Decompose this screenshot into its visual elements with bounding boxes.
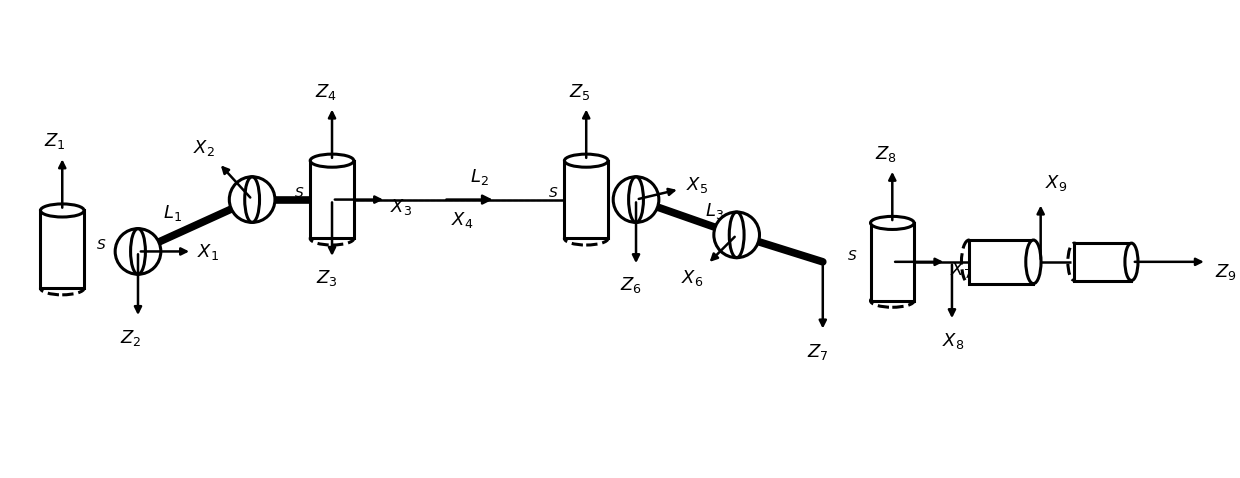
Circle shape bbox=[614, 177, 658, 222]
Ellipse shape bbox=[1025, 240, 1042, 283]
Text: $Z_8$: $Z_8$ bbox=[875, 144, 897, 164]
Text: $X_1$: $X_1$ bbox=[197, 242, 219, 262]
Text: $Z_4$: $Z_4$ bbox=[315, 82, 337, 101]
Text: $X_2$: $X_2$ bbox=[193, 138, 215, 158]
Text: $X_5$: $X_5$ bbox=[686, 175, 708, 195]
Bar bbox=[310, 161, 353, 239]
Bar bbox=[41, 210, 84, 288]
Text: $Z_7$: $Z_7$ bbox=[807, 342, 828, 362]
Bar bbox=[970, 240, 1033, 283]
Bar bbox=[564, 161, 608, 239]
Text: $S$: $S$ bbox=[294, 186, 304, 200]
Ellipse shape bbox=[41, 204, 84, 217]
Text: $L_1$: $L_1$ bbox=[162, 203, 182, 223]
Bar bbox=[870, 223, 914, 301]
Circle shape bbox=[115, 228, 161, 274]
Text: $Z_2$: $Z_2$ bbox=[120, 328, 141, 348]
Text: $L_2$: $L_2$ bbox=[470, 167, 490, 187]
Text: $Z_3$: $Z_3$ bbox=[316, 268, 337, 288]
Text: $Z_9$: $Z_9$ bbox=[1215, 262, 1236, 282]
Ellipse shape bbox=[1125, 243, 1138, 281]
Circle shape bbox=[714, 212, 759, 258]
Text: $X_7$: $X_7$ bbox=[950, 260, 972, 280]
Text: $Z_6$: $Z_6$ bbox=[620, 275, 642, 295]
Text: $L_3$: $L_3$ bbox=[706, 201, 724, 221]
Text: $S$: $S$ bbox=[548, 186, 558, 200]
Text: $X_8$: $X_8$ bbox=[942, 331, 965, 351]
Bar bbox=[1074, 243, 1131, 281]
Text: $Z_1$: $Z_1$ bbox=[45, 131, 66, 152]
Text: $Z_5$: $Z_5$ bbox=[569, 82, 590, 101]
Ellipse shape bbox=[870, 217, 914, 229]
Text: $X_3$: $X_3$ bbox=[391, 197, 412, 217]
Circle shape bbox=[229, 177, 275, 222]
Text: $X_9$: $X_9$ bbox=[1045, 174, 1068, 193]
Ellipse shape bbox=[564, 154, 608, 167]
Text: $S$: $S$ bbox=[847, 249, 857, 262]
Text: $X_4$: $X_4$ bbox=[451, 210, 474, 230]
Text: $X_6$: $X_6$ bbox=[681, 268, 703, 288]
Ellipse shape bbox=[310, 154, 353, 167]
Text: $S$: $S$ bbox=[97, 238, 107, 252]
